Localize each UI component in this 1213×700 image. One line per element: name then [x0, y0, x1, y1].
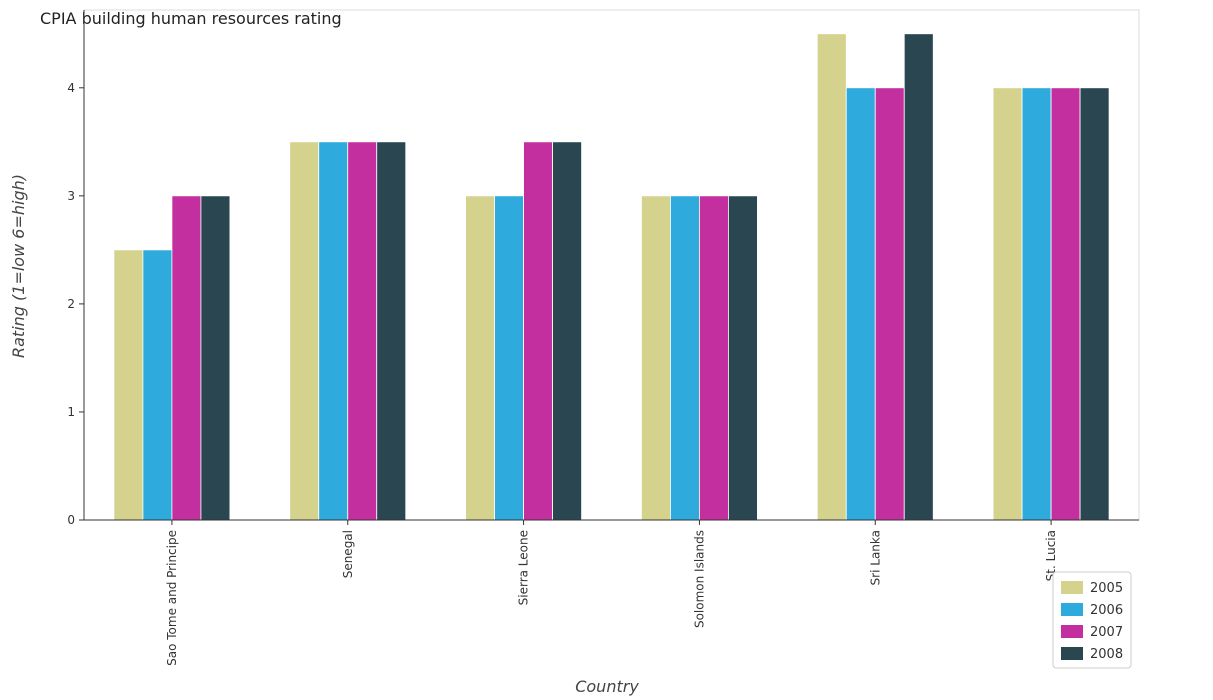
bar-2005-solomon-islands [641, 195, 671, 521]
bar-2008-solomon-islands [728, 195, 758, 521]
bar-2008-sierra-leone [552, 141, 582, 521]
bars [113, 33, 1110, 521]
bar-2006-solomon-islands [670, 195, 700, 521]
legend-box [1052, 571, 1132, 669]
x-tick-label: Sri Lanka [868, 530, 882, 585]
plot-area [83, 9, 1140, 521]
plot-frame [83, 9, 1140, 521]
x-tick-label: Solomon Islands [692, 530, 706, 628]
x-tick-label: St. Lucia [1044, 530, 1058, 581]
legend-label-2007: 2007 [1090, 625, 1123, 640]
bar-2007-st-lucia [1050, 87, 1081, 521]
x-tick-label: Sierra Leone [517, 530, 531, 605]
y-tick-label: 0 [67, 513, 75, 527]
bar-2008-sao-tome-and-principe [200, 195, 231, 521]
legend-swatch-2007 [1061, 625, 1083, 638]
y-axis-label: Rating (1=low 6=high) [9, 174, 28, 358]
bar-2005-sao-tome-and-principe [113, 249, 144, 521]
bar-2008-sri-lanka [903, 33, 934, 521]
y-tick-label: 3 [67, 189, 75, 203]
bar-2008-st-lucia [1079, 87, 1110, 521]
y-tick-label: 1 [67, 405, 75, 419]
bar-2007-solomon-islands [699, 195, 729, 521]
bar-2005-senegal [289, 141, 320, 521]
legend-swatch-2006 [1061, 603, 1083, 616]
bar-2008-senegal [376, 141, 407, 521]
y-tick-label: 4 [67, 81, 75, 95]
bar-2005-st-lucia [992, 87, 1023, 521]
bar-2006-sao-tome-and-principe [142, 249, 173, 521]
y-tick-label: 2 [67, 297, 75, 311]
bar-2006-sri-lanka [845, 87, 876, 521]
bar-2005-sri-lanka [816, 33, 847, 521]
bar-2007-sri-lanka [874, 87, 905, 521]
bar-2007-sao-tome-and-principe [171, 195, 202, 521]
legend-swatch-2005 [1061, 581, 1083, 594]
bar-2007-sierra-leone [523, 141, 553, 521]
legend-label-2006: 2006 [1090, 603, 1123, 618]
legend-swatch-2008 [1061, 647, 1083, 660]
bar-2006-sierra-leone [494, 195, 524, 521]
axes: 0 1 2 3 4 Sao Tome and Principe Senegal Sierra … [67, 10, 1139, 666]
x-tick-label: Senegal [341, 530, 355, 578]
bar-2006-senegal [318, 141, 349, 521]
x-axis-label: Country [575, 677, 639, 696]
bar-2007-senegal [347, 141, 378, 521]
chart-title: CPIA building human resources rating [40, 9, 342, 28]
bar-2005-sierra-leone [465, 195, 495, 521]
x-tick-label: Sao Tome and Principe [165, 530, 179, 666]
legend-label-2005: 2005 [1090, 581, 1123, 596]
legend: 2005 2006 2007 2008 [1052, 571, 1132, 669]
bar-2006-st-lucia [1021, 87, 1052, 521]
legend-label-2008: 2008 [1090, 647, 1123, 662]
